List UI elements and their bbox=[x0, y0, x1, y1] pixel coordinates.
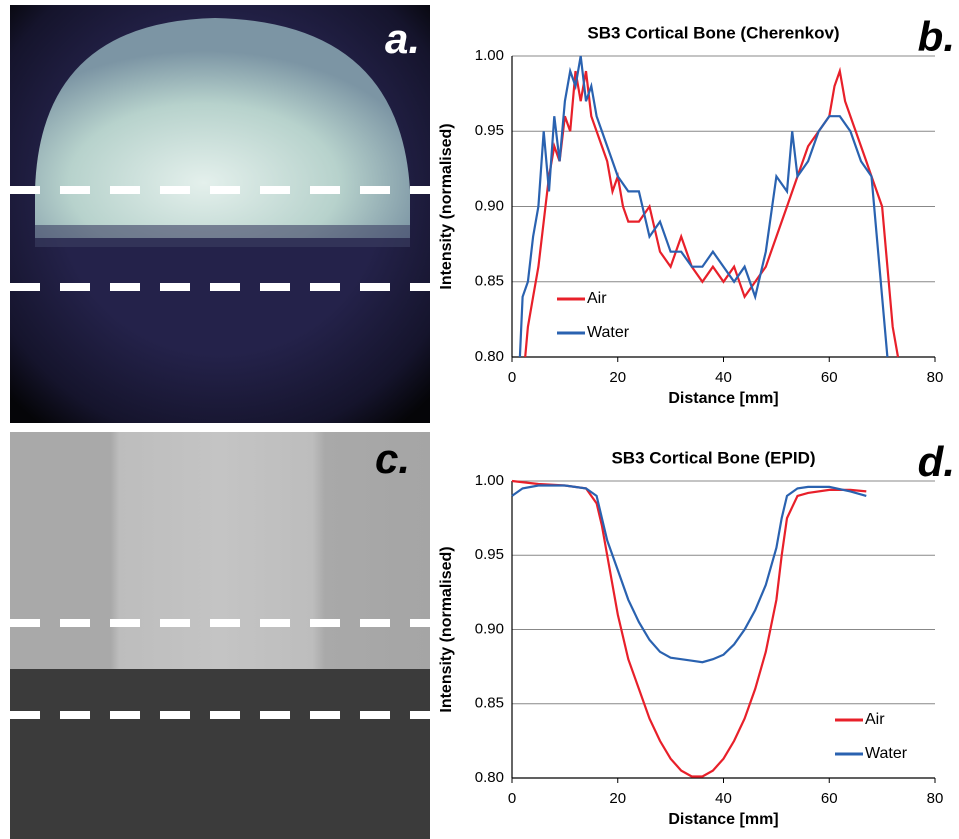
panel-label: c. bbox=[375, 435, 410, 482]
y-tick-label: 0.85 bbox=[475, 695, 504, 712]
series-line bbox=[518, 55, 889, 358]
x-tick-label: 80 bbox=[927, 369, 944, 386]
x-tick-label: 80 bbox=[927, 790, 944, 807]
x-tick-label: 40 bbox=[715, 369, 732, 386]
x-axis-label: Distance [mm] bbox=[668, 811, 778, 828]
y-tick-label: 0.90 bbox=[475, 620, 504, 637]
x-tick-label: 20 bbox=[609, 369, 626, 386]
series-line bbox=[511, 484, 867, 664]
chart-title: SB3 Cortical Bone (Cherenkov) bbox=[587, 23, 839, 42]
y-tick-label: 0.95 bbox=[475, 122, 504, 139]
legend-label: Air bbox=[865, 711, 885, 728]
y-axis-label: Intensity (normalised) bbox=[438, 123, 455, 289]
panel-label: b. bbox=[918, 13, 955, 60]
y-tick-label: 0.95 bbox=[475, 546, 504, 563]
series-line bbox=[524, 66, 900, 358]
y-tick-label: 0.80 bbox=[475, 348, 504, 365]
y-axis-label: Intensity (normalised) bbox=[438, 546, 455, 712]
x-tick-label: 0 bbox=[508, 369, 516, 386]
panel-label: a. bbox=[385, 15, 420, 62]
legend-label: Water bbox=[865, 745, 908, 762]
y-tick-label: 1.00 bbox=[475, 47, 504, 64]
x-tick-label: 60 bbox=[821, 790, 838, 807]
series-line bbox=[511, 479, 867, 778]
y-tick-label: 0.85 bbox=[475, 273, 504, 290]
y-tick-label: 0.90 bbox=[475, 197, 504, 214]
x-tick-label: 20 bbox=[609, 790, 626, 807]
legend-label: Water bbox=[587, 324, 630, 341]
x-axis-label: Distance [mm] bbox=[668, 390, 778, 407]
y-tick-label: 1.00 bbox=[475, 472, 504, 489]
y-tick-label: 0.80 bbox=[475, 769, 504, 786]
image-c bbox=[10, 432, 430, 839]
x-tick-label: 0 bbox=[508, 790, 516, 807]
image-a bbox=[10, 5, 430, 423]
x-tick-label: 60 bbox=[821, 369, 838, 386]
legend-label: Air bbox=[587, 290, 607, 307]
chart-title: SB3 Cortical Bone (EPID) bbox=[611, 448, 815, 467]
panel-label: d. bbox=[918, 438, 955, 485]
x-tick-label: 40 bbox=[715, 790, 732, 807]
